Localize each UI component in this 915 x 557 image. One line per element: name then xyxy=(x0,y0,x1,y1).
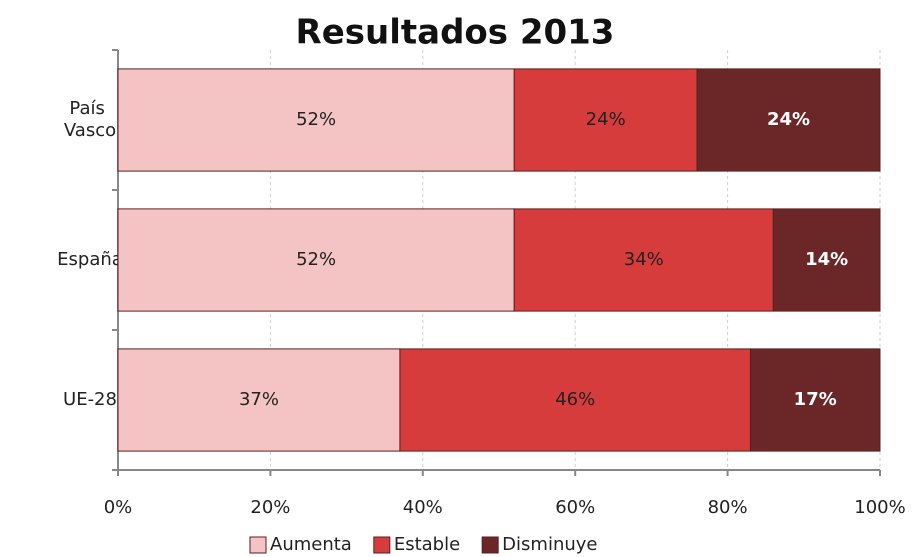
x-tick-label: 40% xyxy=(403,497,443,518)
bar-segment xyxy=(117,68,515,172)
legend-label: Estable xyxy=(394,534,460,555)
value-label: 52% xyxy=(296,249,336,270)
value-label: 24% xyxy=(767,109,810,130)
y-tick-label: País Vasco xyxy=(64,98,116,141)
legend-swatch xyxy=(249,536,267,554)
x-tick-label: 20% xyxy=(250,497,290,518)
value-label: 52% xyxy=(296,109,336,130)
bar-segment xyxy=(117,208,515,312)
y-tick-label: UE-28 xyxy=(63,389,117,410)
x-tick-label: 0% xyxy=(104,497,133,518)
x-tick-label: 100% xyxy=(854,497,905,518)
bar-segment xyxy=(772,208,881,312)
value-label: 34% xyxy=(624,249,664,270)
bar-segment xyxy=(513,68,698,172)
bar-segment xyxy=(399,348,751,452)
bar-segment xyxy=(749,348,881,452)
value-label: 37% xyxy=(239,389,279,410)
chart-title: Resultados 2013 xyxy=(296,13,615,53)
legend-label: Aumenta xyxy=(270,534,352,555)
bar-segment xyxy=(513,208,774,312)
y-tick-label: España xyxy=(57,249,123,270)
legend-swatch xyxy=(373,536,391,554)
x-tick-label: 60% xyxy=(555,497,595,518)
value-label: 46% xyxy=(555,389,595,410)
bar-segment xyxy=(696,68,881,172)
value-label: 24% xyxy=(586,109,626,130)
value-label: 14% xyxy=(805,249,848,270)
value-label: 17% xyxy=(794,389,837,410)
x-tick-label: 80% xyxy=(708,497,748,518)
legend-swatch xyxy=(481,536,499,554)
legend-label: Disminuye xyxy=(502,534,597,555)
